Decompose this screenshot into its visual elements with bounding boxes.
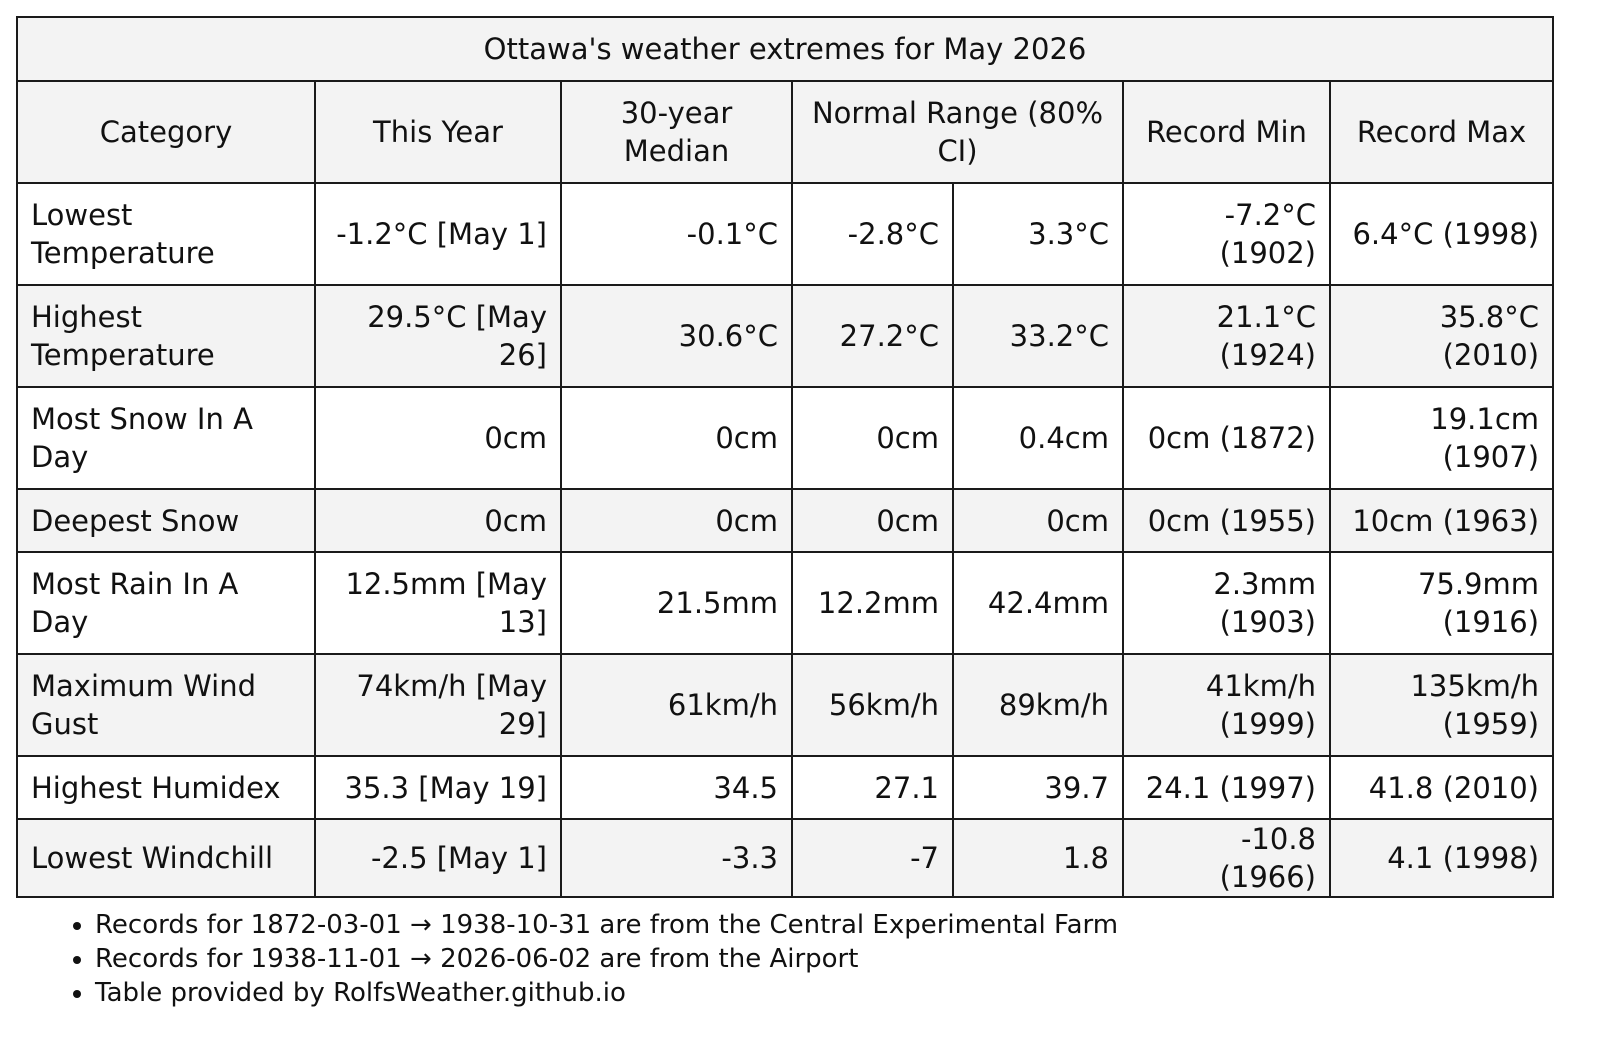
table-row: Most Snow In A Day 0cm 0cm 0cm 0.4cm 0cm… [16,386,1555,490]
cell-range-high: 0cm [952,488,1124,553]
cell-median: 61km/h [560,653,793,757]
cell-record-max: 135km/h (1959) [1328,653,1555,757]
table-row: Lowest Temperature -1.2°C [May 1] -0.1°C… [16,182,1555,286]
header-category: Category [16,80,316,184]
cell-category: Highest Temperature [16,284,316,388]
cell-range-low: 0cm [791,488,954,553]
cell-category: Deepest Snow [16,488,316,553]
cell-record-max: 75.9mm (1916) [1328,551,1555,655]
table-row: Maximum Wind Gust 74km/h [May 29] 61km/h… [16,653,1555,757]
cell-median: 0cm [560,386,793,490]
cell-range-high: 33.2°C [952,284,1124,388]
cell-median: -0.1°C [560,182,793,286]
cell-median: 30.6°C [560,284,793,388]
cell-record-min: 0cm (1955) [1122,488,1331,553]
cell-category: Lowest Temperature [16,182,316,286]
cell-record-min: 2.3mm (1903) [1122,551,1331,655]
table-row: Most Rain In A Day 12.5mm [May 13] 21.5m… [16,551,1555,655]
cell-record-min: 41km/h (1999) [1122,653,1331,757]
cell-category: Maximum Wind Gust [16,653,316,757]
header-this-year: This Year [314,80,562,184]
cell-range-high: 39.7 [952,755,1124,820]
cell-record-min: 0cm (1872) [1122,386,1331,490]
cell-this-year: -2.5 [May 1] [314,818,562,898]
cell-category: Lowest Windchill [16,818,316,898]
cell-record-max: 6.4°C (1998) [1328,182,1555,286]
header-normal-range: Normal Range (80% CI) [791,80,1124,184]
cell-median: 0cm [560,488,793,553]
cell-this-year: -1.2°C [May 1] [314,182,562,286]
cell-range-low: 56km/h [791,653,954,757]
cell-range-low: 27.1 [791,755,954,820]
table-row: Highest Humidex 35.3 [May 19] 34.5 27.1 … [16,755,1555,820]
weather-extremes-table-container: Ottawa's weather extremes for May 2026 C… [15,16,1555,898]
cell-range-low: 0cm [791,386,954,490]
cell-record-max: 19.1cm (1907) [1328,386,1555,490]
cell-this-year: 29.5°C [May 26] [314,284,562,388]
cell-range-high: 1.8 [952,818,1124,898]
cell-range-low: -7 [791,818,954,898]
cell-range-low: 27.2°C [791,284,954,388]
header-median: 30-year Median [560,80,793,184]
cell-category: Most Rain In A Day [16,551,316,655]
footnotes-list: Records for 1872-03-01 → 1938-10-31 are … [60,908,1118,1010]
cell-record-min: -7.2°C (1902) [1122,182,1331,286]
cell-category: Most Snow In A Day [16,386,316,490]
footnote-item: Records for 1938-11-01 → 2026-06-02 are … [95,942,1118,976]
cell-range-low: 12.2mm [791,551,954,655]
cell-this-year: 12.5mm [May 13] [314,551,562,655]
cell-range-high: 89km/h [952,653,1124,757]
table-row: Highest Temperature 29.5°C [May 26] 30.6… [16,284,1555,388]
cell-record-min: -10.8 (1966) [1122,818,1331,898]
header-record-min: Record Min [1122,80,1331,184]
cell-this-year: 35.3 [May 19] [314,755,562,820]
cell-range-high: 0.4cm [952,386,1124,490]
table-row: Lowest Windchill -2.5 [May 1] -3.3 -7 1.… [16,818,1555,898]
footnote-item: Records for 1872-03-01 → 1938-10-31 are … [95,908,1118,942]
cell-range-high: 42.4mm [952,551,1124,655]
cell-record-max: 10cm (1963) [1328,488,1555,553]
weather-extremes-table: Ottawa's weather extremes for May 2026 C… [15,16,1555,898]
cell-range-high: 3.3°C [952,182,1124,286]
table-title: Ottawa's weather extremes for May 2026 [15,16,1555,82]
footnote-item: Table provided by RolfsWeather.github.io [95,976,1118,1010]
cell-median: 34.5 [560,755,793,820]
cell-record-max: 35.8°C (2010) [1328,284,1555,388]
cell-this-year: 0cm [314,386,562,490]
cell-range-low: -2.8°C [791,182,954,286]
cell-median: 21.5mm [560,551,793,655]
cell-record-min: 24.1 (1997) [1122,755,1331,820]
cell-record-max: 41.8 (2010) [1328,755,1555,820]
cell-record-max: 4.1 (1998) [1328,818,1555,898]
cell-category: Highest Humidex [16,755,316,820]
table-row: Deepest Snow 0cm 0cm 0cm 0cm 0cm (1955) … [16,488,1555,553]
header-record-max: Record Max [1328,80,1555,184]
cell-median: -3.3 [560,818,793,898]
cell-record-min: 21.1°C (1924) [1122,284,1331,388]
cell-this-year: 0cm [314,488,562,553]
cell-this-year: 74km/h [May 29] [314,653,562,757]
